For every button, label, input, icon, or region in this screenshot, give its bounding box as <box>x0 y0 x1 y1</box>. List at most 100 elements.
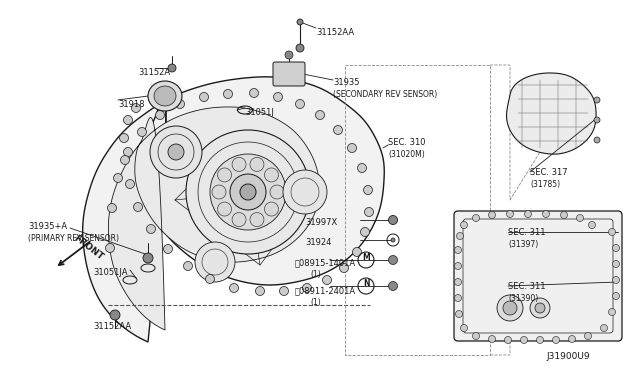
Circle shape <box>108 203 116 212</box>
Circle shape <box>358 164 367 173</box>
Text: (1): (1) <box>310 298 321 307</box>
Circle shape <box>568 336 575 343</box>
Circle shape <box>612 276 620 283</box>
Circle shape <box>461 324 467 331</box>
Circle shape <box>184 262 193 270</box>
Circle shape <box>577 215 584 221</box>
Ellipse shape <box>154 86 176 106</box>
Circle shape <box>348 144 356 153</box>
Circle shape <box>230 174 266 210</box>
Circle shape <box>124 115 132 125</box>
Circle shape <box>584 333 591 340</box>
Text: 31051J: 31051J <box>245 108 274 117</box>
Circle shape <box>138 128 147 137</box>
Circle shape <box>218 202 232 216</box>
Circle shape <box>609 308 616 315</box>
Circle shape <box>543 211 550 218</box>
Circle shape <box>120 155 129 164</box>
Text: (PRIMARY REV SENSOR): (PRIMARY REV SENSOR) <box>28 234 119 243</box>
Circle shape <box>212 185 226 199</box>
Circle shape <box>147 224 156 234</box>
FancyBboxPatch shape <box>273 62 305 86</box>
Circle shape <box>125 180 134 189</box>
Text: 31152AA: 31152AA <box>316 28 354 37</box>
Text: SEC. 311: SEC. 311 <box>508 228 545 237</box>
Circle shape <box>561 212 568 218</box>
Circle shape <box>240 184 256 200</box>
Text: (1): (1) <box>310 270 321 279</box>
Circle shape <box>270 185 284 199</box>
Text: (31390): (31390) <box>508 294 538 303</box>
Text: N: N <box>363 279 369 288</box>
Text: 31924: 31924 <box>305 238 332 247</box>
Circle shape <box>503 301 517 315</box>
Circle shape <box>106 244 115 253</box>
Text: M: M <box>362 253 370 262</box>
Circle shape <box>255 286 264 295</box>
Circle shape <box>120 134 129 142</box>
Circle shape <box>232 157 246 171</box>
Circle shape <box>186 130 310 254</box>
Circle shape <box>131 103 141 112</box>
Circle shape <box>454 295 461 301</box>
Circle shape <box>520 337 527 343</box>
Text: SEC. 317: SEC. 317 <box>530 168 568 177</box>
Text: (31020M): (31020M) <box>388 150 425 159</box>
Circle shape <box>360 228 369 237</box>
Ellipse shape <box>148 81 182 111</box>
Circle shape <box>250 157 264 171</box>
Circle shape <box>200 93 209 102</box>
Circle shape <box>388 215 397 224</box>
Circle shape <box>612 260 620 267</box>
FancyBboxPatch shape <box>454 211 622 341</box>
Circle shape <box>316 110 324 119</box>
Circle shape <box>609 228 616 235</box>
Circle shape <box>323 276 332 285</box>
Circle shape <box>150 126 202 178</box>
Circle shape <box>156 110 164 119</box>
Text: Ⓞ08911-2401A: Ⓞ08911-2401A <box>295 286 356 295</box>
Circle shape <box>297 19 303 25</box>
Circle shape <box>110 310 120 320</box>
Circle shape <box>218 168 232 182</box>
Polygon shape <box>506 73 596 154</box>
Circle shape <box>168 144 184 160</box>
Circle shape <box>124 148 132 157</box>
Circle shape <box>391 238 395 242</box>
Circle shape <box>333 125 342 135</box>
Circle shape <box>488 336 495 343</box>
Text: FRONT: FRONT <box>72 234 104 262</box>
Circle shape <box>612 292 620 299</box>
Text: 31918: 31918 <box>118 100 145 109</box>
Text: SEC. 310: SEC. 310 <box>388 138 426 147</box>
Circle shape <box>168 64 176 72</box>
Circle shape <box>388 256 397 264</box>
Circle shape <box>339 263 349 273</box>
Circle shape <box>504 337 511 343</box>
Circle shape <box>461 221 467 228</box>
Circle shape <box>113 173 122 183</box>
Circle shape <box>205 275 214 283</box>
Circle shape <box>264 202 278 216</box>
Circle shape <box>143 253 153 263</box>
Circle shape <box>456 232 463 240</box>
Text: 31935+A: 31935+A <box>28 222 67 231</box>
Circle shape <box>353 247 362 257</box>
Circle shape <box>163 244 173 253</box>
Circle shape <box>230 283 239 292</box>
Circle shape <box>232 212 246 227</box>
Circle shape <box>195 242 235 282</box>
Circle shape <box>506 211 513 218</box>
Circle shape <box>223 90 232 99</box>
Polygon shape <box>83 77 384 342</box>
Circle shape <box>497 295 523 321</box>
Circle shape <box>210 154 286 230</box>
Circle shape <box>303 283 312 292</box>
Text: (31785): (31785) <box>530 180 560 189</box>
Circle shape <box>388 282 397 291</box>
Circle shape <box>454 279 461 285</box>
Circle shape <box>594 117 600 123</box>
Circle shape <box>273 93 282 102</box>
Circle shape <box>472 215 479 221</box>
Text: 31935: 31935 <box>333 78 360 87</box>
